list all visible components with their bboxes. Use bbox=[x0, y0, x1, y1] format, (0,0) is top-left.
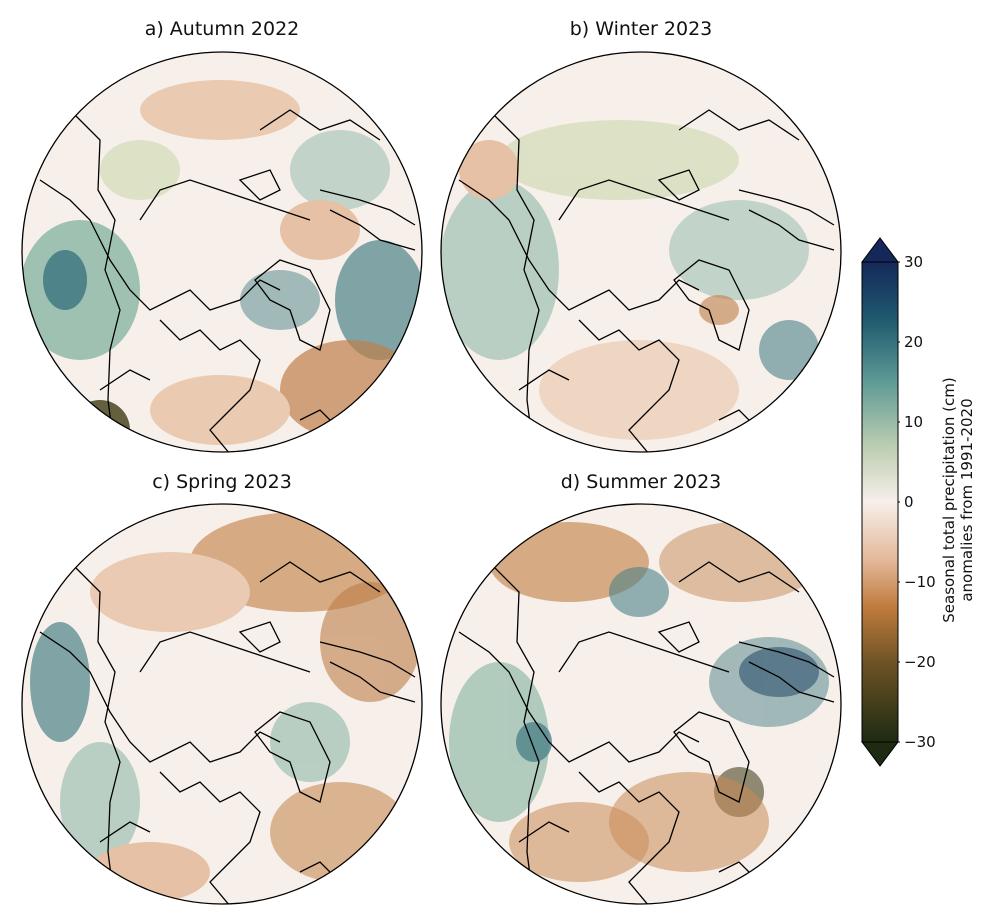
colorbar-extend-top bbox=[861, 237, 899, 263]
colorbar-tick-label: 0 bbox=[904, 493, 914, 511]
colorbar-tick-marks bbox=[898, 261, 900, 743]
panel-title-a: a) Autumn 2022 bbox=[144, 18, 300, 40]
colorbar-tick-label: −10 bbox=[904, 573, 936, 591]
panel-title-b: b) Winter 2023 bbox=[569, 18, 713, 40]
colorbar-tick-label: 10 bbox=[904, 413, 924, 431]
panel-title-d: d) Summer 2023 bbox=[560, 471, 722, 493]
colorbar-label-line2: anomalies from 1991-2020 bbox=[958, 398, 976, 602]
colorbar-label: Seasonal total precipitation (cm) anomal… bbox=[940, 290, 976, 710]
coastlines bbox=[458, 109, 835, 452]
anomaly-field bbox=[441, 120, 819, 440]
map-panel-b bbox=[440, 51, 842, 453]
map-panel-d bbox=[440, 503, 842, 905]
panel-title-c: c) Spring 2023 bbox=[152, 471, 292, 493]
map-panel-c bbox=[21, 503, 423, 905]
colorbar bbox=[861, 237, 900, 767]
colorbar-tick-label: 20 bbox=[904, 333, 924, 351]
anomaly-field bbox=[30, 512, 420, 902]
coastlines bbox=[458, 561, 835, 904]
colorbar-tick-label: −30 bbox=[904, 733, 936, 751]
colorbar-tick-label: 30 bbox=[904, 253, 924, 271]
colorbar-extend-bottom bbox=[861, 741, 899, 767]
colorbar-body bbox=[861, 261, 899, 743]
colorbar-label-line1: Seasonal total precipitation (cm) bbox=[940, 377, 958, 623]
map-panel-a bbox=[21, 51, 423, 453]
coastlines bbox=[39, 109, 416, 452]
colorbar-tick-label: −20 bbox=[904, 653, 936, 671]
coastlines bbox=[39, 561, 416, 904]
